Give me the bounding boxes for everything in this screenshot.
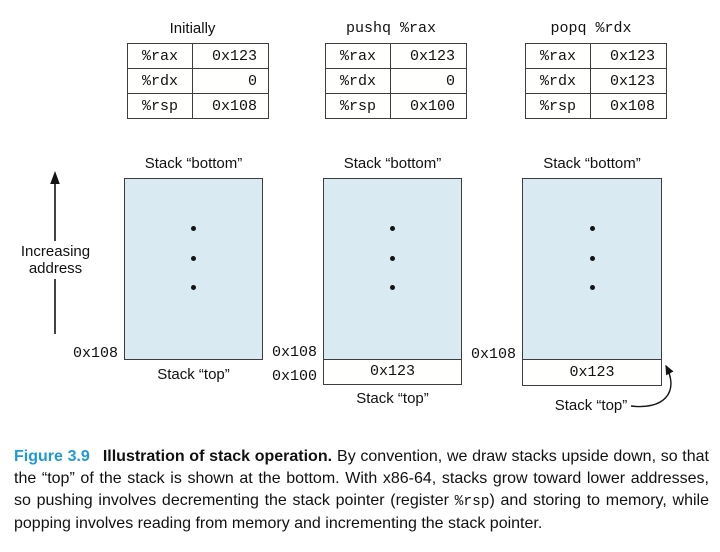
address-label: 0x108 (271, 344, 317, 361)
figure-caption: Figure 3.9 Illustration of stack operatio… (14, 446, 709, 535)
register-name-cell: %rdx (525, 68, 591, 94)
figure-number: Figure 3.9 (14, 448, 90, 465)
address-label: 0x108 (72, 345, 118, 362)
register-value-cell: 0x123 (390, 43, 467, 69)
stack-cell: 0x123 (522, 358, 662, 386)
ellipsis-dot (589, 285, 595, 290)
caption-text-before-register: By convention, we draw stacks upside dow… (14, 448, 709, 509)
register-table-title-popq: popq %rdx (550, 20, 632, 37)
register-name-cell: %rax (127, 43, 193, 69)
ellipsis-dot (390, 226, 395, 231)
ellipsis-dot (589, 256, 595, 261)
register-name-cell: %rsp (325, 93, 391, 119)
ellipsis-dot (191, 285, 196, 290)
register-value-cell: 0x108 (590, 93, 667, 119)
register-value-cell: 0 (390, 68, 467, 94)
table-row: %rsp 0x108 (127, 93, 269, 119)
stack-top-label: Stack “top” (157, 366, 230, 383)
table-row: %rax 0x123 (525, 43, 667, 69)
table-row: %rax 0x123 (325, 43, 467, 69)
stack-top-label: Stack “top” (554, 397, 628, 414)
table-row: %rsp 0x100 (325, 93, 467, 119)
table-row: %rdx 0 (127, 68, 269, 94)
register-name-cell: %rax (325, 43, 391, 69)
caption-text-after-register: ) and storing to memory, while popping i… (14, 492, 709, 532)
register-value-cell: 0 (192, 68, 269, 94)
stack-cell: 0x123 (323, 358, 462, 385)
stack-bottom-label: Stack “bottom” (144, 155, 243, 172)
caption-title: Illustration of stack operation. (102, 448, 333, 465)
register-table-pushq: %rax 0x123 %rdx 0 %rsp 0x100 (325, 43, 467, 119)
register-value-cell: 0x123 (590, 68, 667, 94)
register-table-popq: %rax 0x123 %rdx 0x123 %rsp 0x108 (525, 43, 667, 119)
table-row: %rdx 0x123 (525, 68, 667, 94)
register-value-cell: 0x123 (192, 43, 269, 69)
stack-bottom-label: Stack “bottom” (543, 155, 641, 172)
ellipsis-dot (191, 256, 196, 261)
stack-box (522, 178, 662, 360)
register-table-title-initially: Initially (169, 20, 216, 37)
stack-box (323, 178, 462, 360)
stack-box (124, 178, 263, 360)
register-name-cell: %rsp (127, 93, 193, 119)
address-label: 0x100 (271, 368, 317, 385)
register-value-cell: 0x108 (192, 93, 269, 119)
curved-arrow-icon (630, 364, 674, 408)
table-row: %rsp 0x108 (525, 93, 667, 119)
register-name-cell: %rdx (325, 68, 391, 94)
register-value-cell: 0x123 (590, 43, 667, 69)
rsp-register-inline: %rsp (454, 494, 490, 510)
register-name-cell: %rax (525, 43, 591, 69)
ellipsis-dot (589, 226, 595, 231)
increasing-address-line1: Increasing (20, 243, 91, 260)
table-row: %rdx 0 (325, 68, 467, 94)
table-row: %rax 0x123 (127, 43, 269, 69)
increasing-address-line2: address (28, 260, 83, 277)
register-name-cell: %rdx (127, 68, 193, 94)
register-value-cell: 0x100 (390, 93, 467, 119)
register-name-cell: %rsp (525, 93, 591, 119)
ellipsis-dot (191, 226, 196, 231)
stack-bottom-label: Stack “bottom” (343, 155, 442, 172)
ellipsis-dot (390, 285, 395, 290)
ellipsis-dot (390, 256, 395, 261)
stack-top-label: Stack “top” (356, 390, 429, 407)
address-label: 0x108 (470, 346, 516, 363)
register-table-initially: %rax 0x123 %rdx 0 %rsp 0x108 (127, 43, 269, 119)
register-table-title-pushq: pushq %rax (345, 20, 436, 37)
increasing-address-label: Increasing address (8, 241, 103, 279)
